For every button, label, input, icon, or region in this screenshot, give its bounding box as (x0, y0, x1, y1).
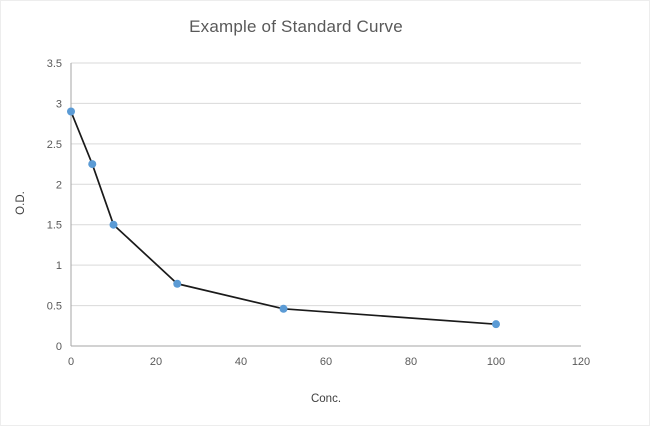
svg-text:0: 0 (68, 356, 74, 368)
svg-text:0.5: 0.5 (47, 301, 62, 313)
svg-text:0: 0 (56, 341, 62, 353)
x-axis-title: Conc. (310, 393, 342, 405)
chart-title: Example of Standard Curve (189, 17, 403, 36)
svg-text:2: 2 (56, 179, 62, 191)
svg-text:40: 40 (235, 356, 247, 368)
svg-text:60: 60 (320, 356, 332, 368)
svg-text:3: 3 (56, 98, 62, 110)
svg-text:20: 20 (150, 356, 162, 368)
svg-text:80: 80 (405, 356, 417, 368)
svg-text:100: 100 (487, 356, 505, 368)
y-axis-title: O.D. (14, 191, 27, 215)
svg-text:1.5: 1.5 (47, 220, 62, 232)
svg-text:120: 120 (572, 356, 590, 368)
svg-text:2.5: 2.5 (47, 139, 62, 151)
svg-text:3.5: 3.5 (47, 58, 62, 70)
svg-text:1: 1 (56, 260, 62, 272)
